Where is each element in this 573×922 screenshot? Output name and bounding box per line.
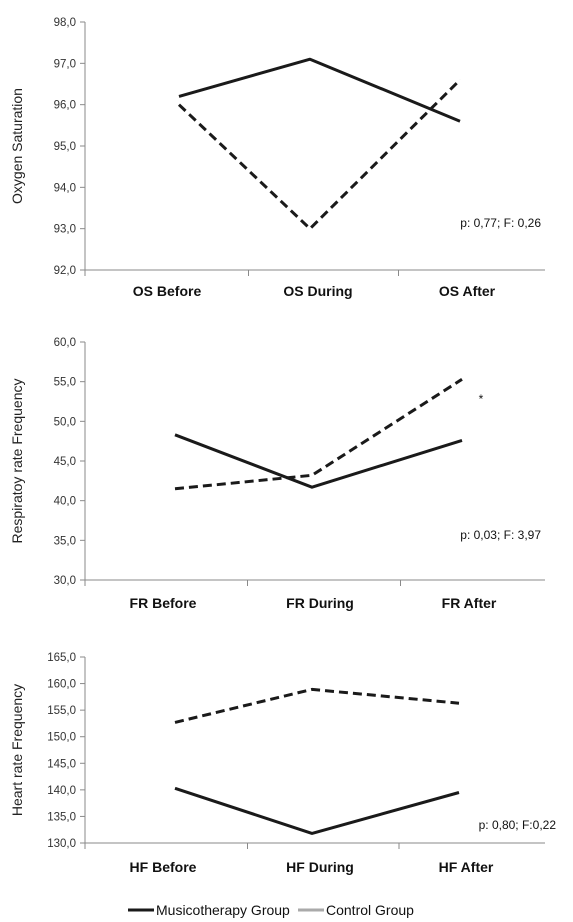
x-category-label: FR After [442, 595, 497, 611]
chart-panel-2: 30,0 35,0 40,0 45,0 50,0 55,0 60,0 FR Before FR … [9, 337, 545, 611]
y-tick-label: 98,0 [54, 17, 76, 29]
stat-annotation: p: 0,80; F:0,22 [479, 818, 557, 832]
y-tick-label: 160,0 [47, 679, 76, 691]
y-axis-title: Heart rate Frequency [9, 684, 25, 816]
y-tick-label: 93,0 [54, 224, 76, 236]
chart-panel-3: 130,0 135,0 140,0 145,0 150,0 155,0 160,0 165,0… [9, 652, 556, 875]
legend: Musicotherapy Group Control Group [128, 902, 414, 918]
series-line-solid [175, 788, 459, 833]
y-tick-label: 92,0 [54, 265, 76, 277]
y-axis-title: Respiratoy rate Frequency [9, 379, 25, 544]
stat-annotation: p: 0,77; F: 0,26 [460, 216, 541, 230]
series-line-solid [175, 435, 462, 487]
y-tick-label: 30,0 [54, 575, 76, 587]
stat-annotation: p: 0,03; F: 3,97 [460, 528, 541, 542]
significance-marker: * [479, 392, 484, 406]
y-tick-label: 140,0 [47, 785, 76, 797]
y-tick-label: 60,0 [54, 337, 76, 349]
y-tick-label: 135,0 [47, 811, 76, 823]
y-tick-label: 150,0 [47, 732, 76, 744]
y-tick-label: 96,0 [54, 100, 76, 112]
y-tick-label: 94,0 [54, 182, 76, 194]
x-category-label: OS Before [133, 283, 202, 299]
y-tick-label: 35,0 [54, 535, 76, 547]
x-category-label: OS After [439, 283, 496, 299]
y-tick-label: 45,0 [54, 456, 76, 468]
y-tick-label: 130,0 [47, 838, 76, 850]
series-line-dashed [175, 379, 462, 489]
y-axis-title: Oxygen Saturation [9, 88, 25, 204]
series-line-solid [179, 59, 460, 121]
legend-label: Musicotherapy Group [156, 902, 290, 918]
x-category-label: FR During [286, 595, 354, 611]
x-category-label: FR Before [130, 595, 197, 611]
y-tick-label: 50,0 [54, 416, 76, 428]
y-tick-label: 145,0 [47, 758, 76, 770]
y-tick-label: 95,0 [54, 141, 76, 153]
legend-label: Control Group [326, 902, 414, 918]
x-category-label: HF Before [130, 859, 197, 875]
x-category-label: HF During [286, 859, 354, 875]
x-category-label: OS During [283, 283, 352, 299]
x-category-label: HF After [439, 859, 494, 875]
y-tick-label: 55,0 [54, 377, 76, 389]
series-line-dashed [175, 689, 459, 722]
chart-panel-1: 92,0 93,0 94,0 95,0 96,0 97,0 98,0 OS Before OS … [9, 17, 545, 299]
y-tick-label: 40,0 [54, 496, 76, 508]
y-tick-label: 165,0 [47, 652, 76, 664]
y-tick-label: 155,0 [47, 705, 76, 717]
y-tick-label: 97,0 [54, 58, 76, 70]
